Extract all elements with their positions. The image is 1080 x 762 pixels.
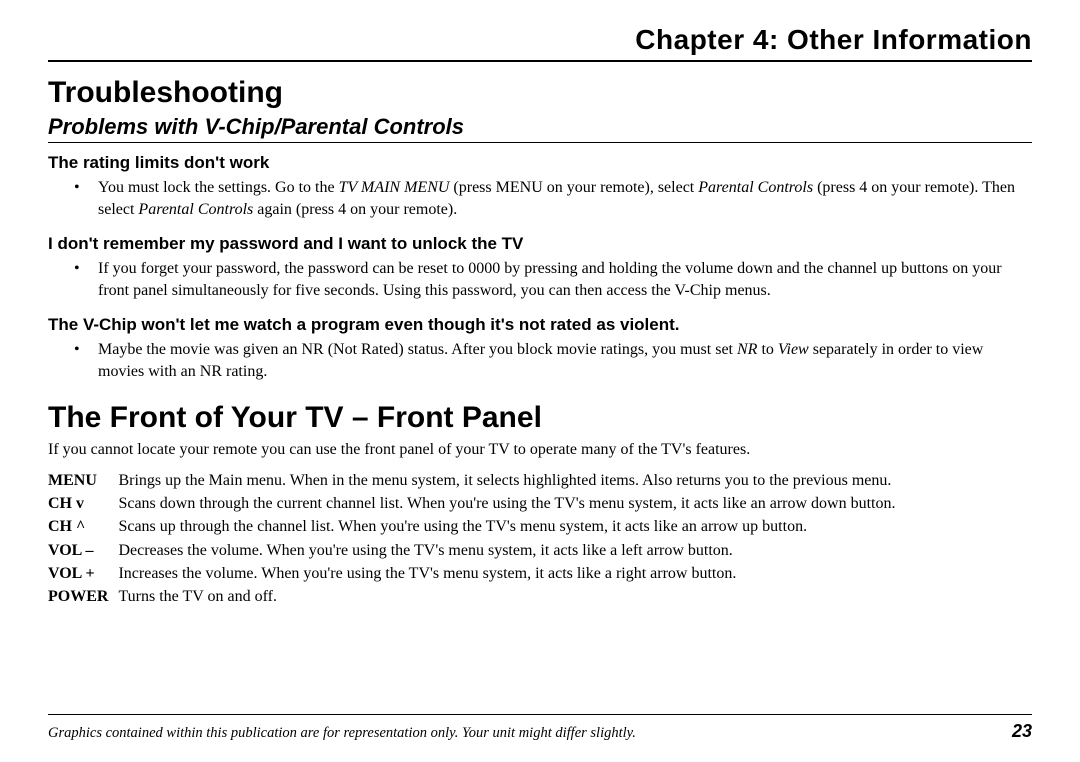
- top-rule: [48, 60, 1032, 62]
- bullet-body: If you forget your password, the passwor…: [98, 258, 1032, 301]
- def-label: CH ^: [48, 515, 118, 538]
- issue-title: The rating limits don't work: [48, 153, 1032, 173]
- front-panel-section: The Front of Your TV – Front Panel If yo…: [48, 401, 1032, 609]
- footer-note: Graphics contained within this publicati…: [48, 725, 636, 742]
- text-part: again (press 4 on your remote).: [253, 201, 457, 218]
- front-panel-heading: The Front of Your TV – Front Panel: [48, 401, 1032, 435]
- def-row: MENU Brings up the Main menu. When in th…: [48, 469, 895, 492]
- text-part: (press MENU on your remote), select: [449, 179, 698, 196]
- bullet-body: You must lock the settings. Go to the TV…: [98, 177, 1032, 220]
- text-part: You must lock the settings. Go to the: [98, 179, 339, 196]
- italic-text: Parental Controls: [698, 179, 813, 196]
- front-panel-intro: If you cannot locate your remote you can…: [48, 439, 1032, 461]
- issue-bullet: • If you forget your password, the passw…: [74, 258, 1032, 301]
- def-label: VOL +: [48, 562, 118, 585]
- def-row: CH ^ Scans up through the channel list. …: [48, 515, 895, 538]
- text-part: to: [757, 341, 777, 358]
- page-number: 23: [1012, 721, 1032, 742]
- troubleshooting-heading: Troubleshooting: [48, 76, 1032, 110]
- def-row: VOL – Decreases the volume. When you're …: [48, 539, 895, 562]
- def-row: POWER Turns the TV on and off.: [48, 585, 895, 608]
- issue-title: The V-Chip won't let me watch a program …: [48, 315, 1032, 335]
- def-label: MENU: [48, 469, 118, 492]
- footer-line: Graphics contained within this publicati…: [48, 721, 1032, 742]
- footer-rule: [48, 714, 1032, 715]
- page-footer: Graphics contained within this publicati…: [48, 714, 1032, 742]
- def-desc: Turns the TV on and off.: [118, 585, 895, 608]
- issue-bullet: • Maybe the movie was given an NR (Not R…: [74, 339, 1032, 382]
- troubleshooting-section: Troubleshooting Problems with V-Chip/Par…: [48, 76, 1032, 383]
- chapter-title: Chapter 4: Other Information: [48, 24, 1032, 56]
- italic-text: Parental Controls: [138, 201, 253, 218]
- troubleshooting-subheading: Problems with V-Chip/Parental Controls: [48, 114, 1032, 143]
- italic-text: View: [778, 341, 809, 358]
- def-row: VOL + Increases the volume. When you're …: [48, 562, 895, 585]
- bullet-dot: •: [74, 258, 98, 301]
- def-desc: Decreases the volume. When you're using …: [118, 539, 895, 562]
- def-desc: Scans down through the current channel l…: [118, 492, 895, 515]
- def-desc: Brings up the Main menu. When in the men…: [118, 469, 895, 492]
- issue-title: I don't remember my password and I want …: [48, 234, 1032, 254]
- issue-bullet: • You must lock the settings. Go to the …: [74, 177, 1032, 220]
- def-label: POWER: [48, 585, 118, 608]
- def-row: CH v Scans down through the current chan…: [48, 492, 895, 515]
- def-desc: Scans up through the channel list. When …: [118, 515, 895, 538]
- def-desc: Increases the volume. When you're using …: [118, 562, 895, 585]
- front-panel-defs: MENU Brings up the Main menu. When in th…: [48, 469, 895, 608]
- italic-text: TV MAIN MENU: [339, 179, 450, 196]
- bullet-dot: •: [74, 177, 98, 220]
- bullet-body: Maybe the movie was given an NR (Not Rat…: [98, 339, 1032, 382]
- def-label: CH v: [48, 492, 118, 515]
- def-label: VOL –: [48, 539, 118, 562]
- text-part: Maybe the movie was given an NR (Not Rat…: [98, 341, 737, 358]
- italic-text: NR: [737, 341, 757, 358]
- bullet-dot: •: [74, 339, 98, 382]
